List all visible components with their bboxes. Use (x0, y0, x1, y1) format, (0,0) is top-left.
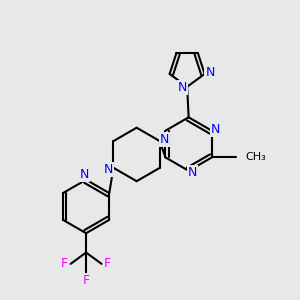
Text: N: N (205, 66, 215, 79)
Text: N: N (160, 133, 169, 146)
Text: F: F (104, 257, 111, 270)
Text: N: N (188, 166, 197, 179)
Text: N: N (211, 123, 220, 136)
Text: F: F (61, 257, 68, 270)
Text: CH₃: CH₃ (245, 152, 266, 162)
Text: N: N (178, 81, 188, 94)
Text: N: N (104, 163, 113, 176)
Text: F: F (82, 274, 90, 287)
Text: N: N (80, 168, 89, 181)
